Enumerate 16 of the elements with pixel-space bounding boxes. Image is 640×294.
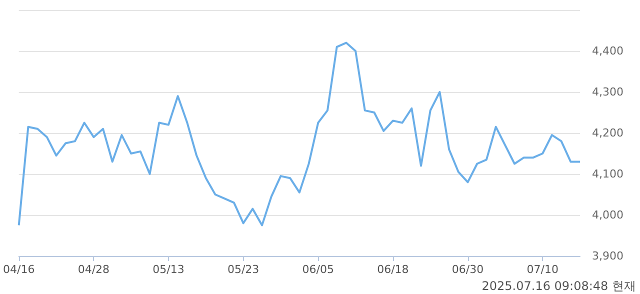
x-tick-label: 04/28: [78, 263, 110, 276]
y-tick-label: 4,100: [592, 168, 624, 180]
x-tick-label: 06/18: [377, 263, 409, 276]
y-tick-label: 4,400: [592, 44, 624, 58]
x-tick-label: 06/30: [452, 263, 484, 276]
x-tick-label: 06/05: [302, 263, 334, 276]
line-series: [18, 42, 581, 226]
x-tick-label: 07/10: [526, 263, 558, 276]
y-tick-label: 4,200: [592, 126, 624, 140]
y-tick-label: 3,900: [592, 250, 624, 262]
y-tick-label: 4,000: [592, 208, 624, 222]
text: 2025.07.16 09:08:48 현재: [482, 279, 636, 293]
x-tick-label: 05/13: [152, 263, 184, 276]
x-tick-label: 04/16: [3, 263, 35, 276]
x-tick-label: 05/23: [227, 263, 260, 276]
y-tick-label: 4,300: [592, 86, 624, 98]
